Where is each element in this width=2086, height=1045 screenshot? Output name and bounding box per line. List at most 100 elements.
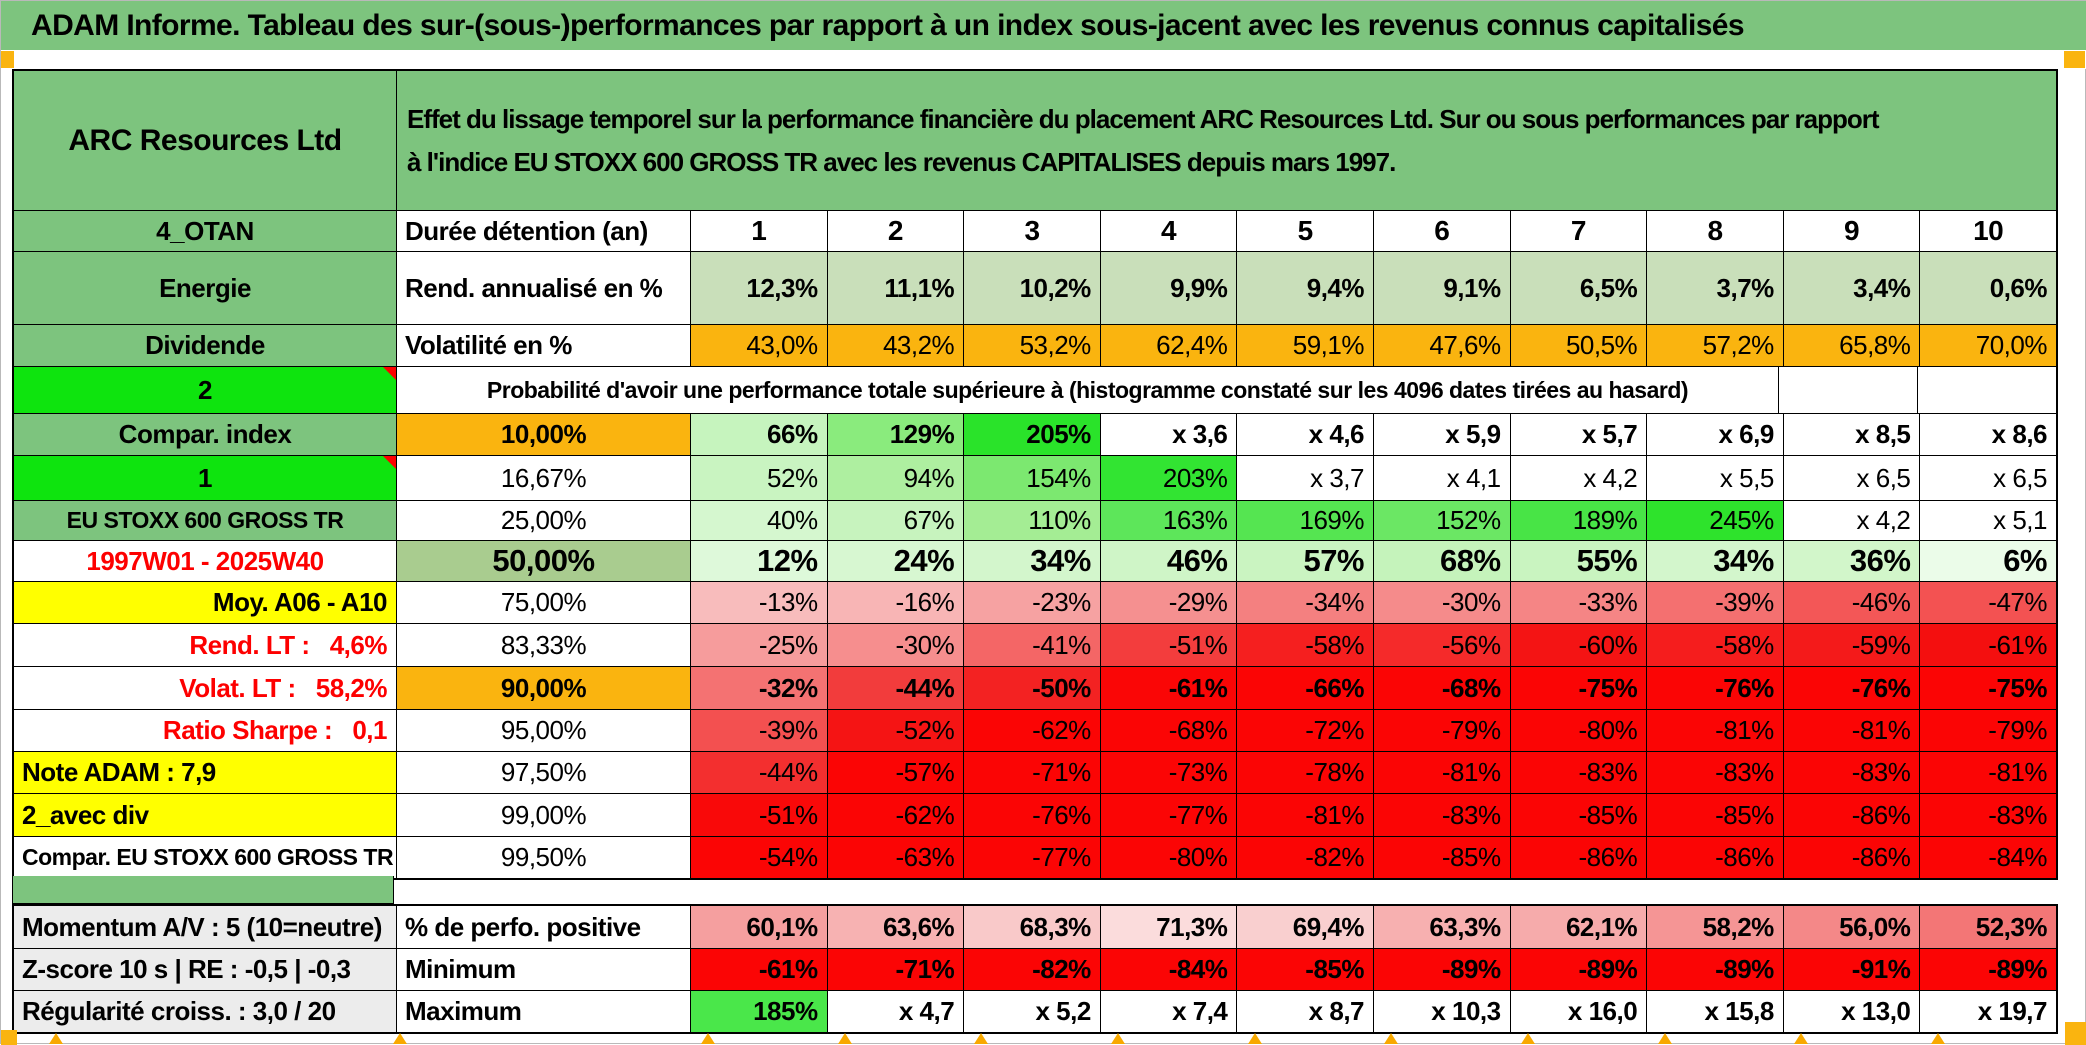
data-cell-p83-y9[interactable]: -59% (1782, 623, 1920, 666)
data-cell-p25-y8[interactable]: 245% (1646, 500, 1783, 540)
data-cell-p16-y5[interactable]: x 3,7 (1236, 455, 1373, 500)
data-cell-p50-y5[interactable]: 57% (1236, 540, 1373, 581)
data-cell-p50-y3[interactable]: 34% (963, 540, 1100, 581)
stat-cell-max-y5[interactable]: x 8,7 (1236, 990, 1373, 1032)
data-cell-p995-y4[interactable]: -80% (1099, 836, 1237, 878)
stat-label-cell-perfo[interactable]: Momentum A/V : 5 (10=neutre) (14, 906, 396, 948)
data-cell-p83-y8[interactable]: -58% (1646, 623, 1783, 666)
data-cell-p99-y9[interactable]: -86% (1782, 793, 1920, 836)
data-cell-p90-y2[interactable]: -44% (826, 666, 964, 709)
data-cell-p995-y10[interactable]: -84% (1919, 836, 2056, 878)
data-cell-p995-y7[interactable]: -86% (1509, 836, 1647, 878)
data-cell-p99-y2[interactable]: -62% (826, 793, 964, 836)
stat-cell-min-y3[interactable]: -82% (963, 948, 1100, 990)
stat-cell-perfo-y4[interactable]: 71,3% (1099, 906, 1237, 948)
data-cell-p10-y8[interactable]: x 6,9 (1646, 413, 1783, 455)
data-cell-p25-y4[interactable]: 163% (1099, 500, 1237, 540)
data-cell-p90-y8[interactable]: -76% (1646, 666, 1783, 709)
year-col-header-5[interactable]: 5 (1236, 210, 1373, 251)
data-cell-p975-y3[interactable]: -71% (963, 751, 1100, 793)
year-col-header-8[interactable]: 8 (1646, 210, 1783, 251)
quantile-cell-p975[interactable]: 97,50% (396, 751, 690, 793)
quantile-cell-rend[interactable]: Rend. annualisé en % (396, 251, 690, 324)
stat-cell-max-y8[interactable]: x 15,8 (1646, 990, 1783, 1032)
data-cell-vol-y3[interactable]: 53,2% (963, 324, 1100, 366)
data-cell-p95-y3[interactable]: -62% (963, 709, 1100, 751)
stat-cell-min-y10[interactable]: -89% (1919, 948, 2056, 990)
stat-cell-max-y1[interactable]: 185% (690, 990, 827, 1032)
data-cell-p25-y7[interactable]: 189% (1509, 500, 1647, 540)
data-cell-p16-y3[interactable]: 154% (963, 455, 1100, 500)
data-cell-p83-y5[interactable]: -58% (1236, 623, 1373, 666)
data-cell-p975-y6[interactable]: -81% (1373, 751, 1510, 793)
data-cell-p75-y8[interactable]: -39% (1646, 581, 1783, 623)
row-label-cell-2[interactable]: 2 (14, 366, 396, 413)
stat-cell-perfo-y6[interactable]: 63,3% (1373, 906, 1510, 948)
data-cell-p10-y3[interactable]: 205% (963, 413, 1100, 455)
data-cell-p75-y10[interactable]: -47% (1919, 581, 2056, 623)
data-cell-p90-y6[interactable]: -68% (1373, 666, 1510, 709)
data-cell-rend-y4[interactable]: 9,9% (1099, 251, 1237, 324)
year-col-header-7[interactable]: 7 (1509, 210, 1647, 251)
year-col-header-6[interactable]: 6 (1373, 210, 1510, 251)
quantile-cell-p10[interactable]: 10,00% (396, 413, 690, 455)
stat-cell-min-y6[interactable]: -89% (1373, 948, 1510, 990)
data-cell-p95-y2[interactable]: -52% (826, 709, 964, 751)
data-cell-p99-y7[interactable]: -85% (1509, 793, 1647, 836)
data-cell-p83-y10[interactable]: -61% (1919, 623, 2056, 666)
quantile-cell-p16[interactable]: 16,67% (396, 455, 690, 500)
year-col-header-10[interactable]: 10 (1919, 210, 2056, 251)
data-cell-p975-y1[interactable]: -44% (690, 751, 827, 793)
data-cell-p99-y8[interactable]: -85% (1646, 793, 1783, 836)
data-cell-p99-y5[interactable]: -81% (1236, 793, 1373, 836)
data-cell-p99-y4[interactable]: -77% (1099, 793, 1237, 836)
data-cell-p16-y7[interactable]: x 4,2 (1509, 455, 1647, 500)
data-cell-p95-y1[interactable]: -39% (690, 709, 827, 751)
data-cell-p10-y9[interactable]: x 8,5 (1782, 413, 1920, 455)
data-cell-p99-y1[interactable]: -51% (690, 793, 827, 836)
data-cell-p10-y7[interactable]: x 5,7 (1509, 413, 1647, 455)
stat-cell-max-y4[interactable]: x 7,4 (1099, 990, 1237, 1032)
data-cell-p95-y7[interactable]: -80% (1509, 709, 1647, 751)
data-cell-p50-y1[interactable]: 12% (690, 540, 827, 581)
data-cell-p975-y7[interactable]: -83% (1509, 751, 1647, 793)
data-cell-p16-y10[interactable]: x 6,5 (1919, 455, 2056, 500)
data-cell-p95-y10[interactable]: -79% (1919, 709, 2056, 751)
data-cell-vol-y4[interactable]: 62,4% (1099, 324, 1237, 366)
data-cell-p83-y6[interactable]: -56% (1373, 623, 1510, 666)
data-cell-p75-y7[interactable]: -33% (1509, 581, 1647, 623)
quantile-cell-p83[interactable]: 83,33% (396, 623, 690, 666)
row-label-cell-p75[interactable]: Moy. A06 - A10 (14, 581, 396, 623)
data-cell-p995-y1[interactable]: -54% (690, 836, 827, 878)
stat-label-cell-max[interactable]: Régularité croiss. : 3,0 / 20 (14, 990, 396, 1032)
data-cell-p50-y9[interactable]: 36% (1782, 540, 1920, 581)
data-cell-p75-y3[interactable]: -23% (963, 581, 1100, 623)
stat-cell-max-y10[interactable]: x 19,7 (1919, 990, 2056, 1032)
data-cell-p75-y9[interactable]: -46% (1782, 581, 1920, 623)
data-cell-p10-y10[interactable]: x 8,6 (1919, 413, 2056, 455)
row-label-cell-p25[interactable]: EU STOXX 600 GROSS TR (14, 500, 396, 540)
quantile-cell-p25[interactable]: 25,00% (396, 500, 690, 540)
data-cell-p90-y10[interactable]: -75% (1919, 666, 2056, 709)
row-label-cell-rend[interactable]: Energie (14, 251, 396, 324)
data-cell-p75-y5[interactable]: -34% (1236, 581, 1373, 623)
data-cell-p995-y3[interactable]: -77% (963, 836, 1100, 878)
row-label-cell-4otan[interactable]: 4_OTAN (14, 210, 396, 251)
data-cell-p95-y6[interactable]: -79% (1373, 709, 1510, 751)
stat-cell-perfo-y5[interactable]: 69,4% (1236, 906, 1373, 948)
data-cell-p83-y7[interactable]: -60% (1509, 623, 1647, 666)
data-cell-vol-y6[interactable]: 47,6% (1373, 324, 1510, 366)
data-cell-p995-y8[interactable]: -86% (1646, 836, 1783, 878)
stat-cell-perfo-y7[interactable]: 62,1% (1509, 906, 1647, 948)
stat-name-cell-min[interactable]: Minimum (396, 948, 690, 990)
probability-note-cell[interactable]: Probabilité d'avoir une performance tota… (396, 366, 1778, 413)
data-cell-p25-y1[interactable]: 40% (690, 500, 827, 540)
quantile-cell-p995[interactable]: 99,50% (396, 836, 690, 878)
stat-cell-min-y4[interactable]: -84% (1099, 948, 1237, 990)
data-cell-vol-y9[interactable]: 65,8% (1782, 324, 1920, 366)
data-cell-p99-y6[interactable]: -83% (1373, 793, 1510, 836)
data-cell-p16-y6[interactable]: x 4,1 (1373, 455, 1510, 500)
stat-cell-max-y7[interactable]: x 16,0 (1509, 990, 1647, 1032)
data-cell-p16-y2[interactable]: 94% (826, 455, 964, 500)
data-cell-p95-y5[interactable]: -72% (1236, 709, 1373, 751)
